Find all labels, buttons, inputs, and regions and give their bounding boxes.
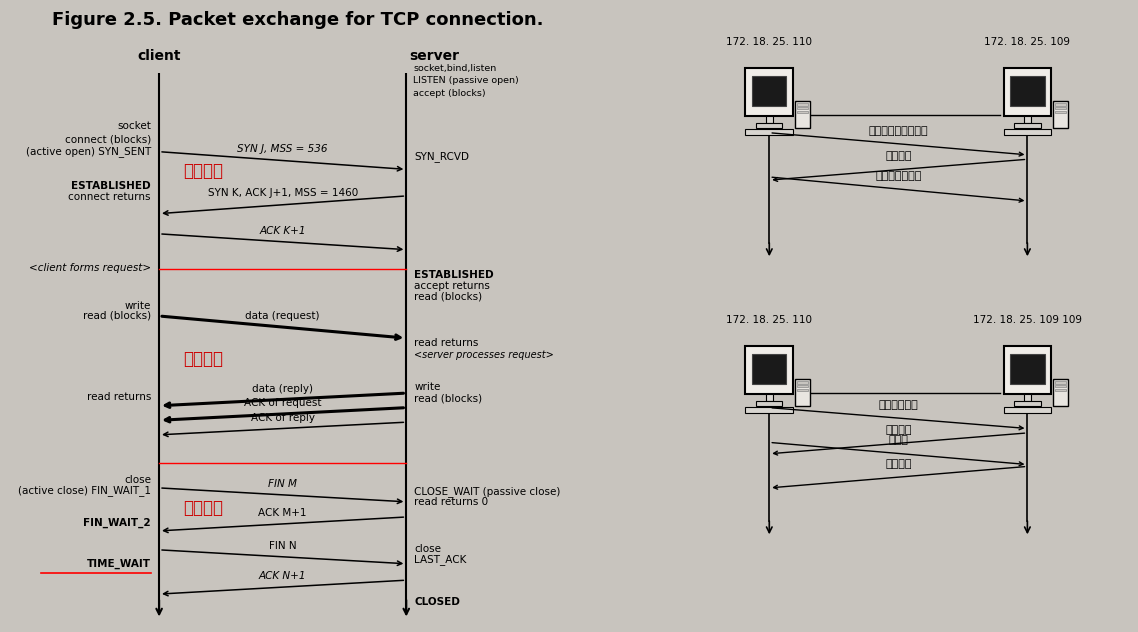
Bar — [1014, 401, 1040, 406]
Text: close: close — [414, 544, 442, 554]
Bar — [1004, 346, 1052, 394]
Text: connect returns: connect returns — [68, 192, 151, 202]
Text: accept returns: accept returns — [414, 281, 490, 291]
Bar — [1055, 385, 1066, 387]
Bar — [1004, 68, 1052, 116]
Text: 数据传送: 数据传送 — [183, 350, 223, 368]
Bar — [795, 101, 809, 128]
Bar — [745, 407, 793, 413]
Text: SYN J, MSS = 536: SYN J, MSS = 536 — [238, 144, 328, 154]
Text: FIN_WAIT_2: FIN_WAIT_2 — [83, 518, 151, 528]
Text: ACK K+1: ACK K+1 — [259, 226, 306, 236]
Text: client: client — [138, 49, 181, 63]
Text: ACK of request: ACK of request — [244, 398, 321, 408]
Bar — [1055, 111, 1066, 113]
Text: data (request): data (request) — [246, 312, 320, 321]
Text: read (blocks): read (blocks) — [414, 291, 483, 301]
Bar — [1055, 103, 1066, 106]
Bar — [1004, 129, 1052, 135]
Bar — [797, 111, 808, 113]
Bar — [795, 379, 809, 406]
Text: 172. 18. 25. 109 109: 172. 18. 25. 109 109 — [973, 315, 1082, 325]
Text: close: close — [124, 475, 151, 485]
Bar — [1024, 116, 1031, 123]
Text: <client forms request>: <client forms request> — [28, 263, 151, 273]
Text: FIN N: FIN N — [269, 541, 297, 551]
Text: (active open) SYN_SENT: (active open) SYN_SENT — [26, 146, 151, 157]
Text: 当然可以: 当然可以 — [885, 425, 912, 435]
Bar — [745, 129, 793, 135]
Text: SYN K, ACK J+1, MSS = 1460: SYN K, ACK J+1, MSS = 1460 — [207, 188, 357, 198]
Text: 172. 18. 25. 110: 172. 18. 25. 110 — [726, 37, 813, 47]
Text: 终止了: 终止了 — [889, 435, 908, 445]
Bar — [797, 389, 808, 391]
Text: server: server — [410, 49, 460, 63]
Bar — [1011, 355, 1045, 384]
Text: read returns 0: read returns 0 — [414, 497, 488, 507]
Text: read (blocks): read (blocks) — [414, 393, 483, 403]
Bar — [756, 123, 783, 128]
Bar — [745, 68, 793, 116]
Bar — [766, 116, 773, 123]
Text: Figure 2.5. Packet exchange for TCP connection.: Figure 2.5. Packet exchange for TCP conn… — [52, 11, 544, 29]
Bar — [1011, 76, 1045, 106]
Text: accept (blocks): accept (blocks) — [413, 89, 486, 98]
Text: (active close) FIN_WAIT_1: (active close) FIN_WAIT_1 — [18, 485, 151, 496]
Text: 我要结束连接: 我要结束连接 — [879, 400, 918, 410]
Bar — [752, 76, 786, 106]
Text: LISTEN (passive open): LISTEN (passive open) — [413, 76, 519, 85]
Text: CLOSED: CLOSED — [414, 597, 460, 607]
Bar — [1054, 379, 1067, 406]
Text: data (reply): data (reply) — [253, 384, 313, 394]
Text: socket: socket — [117, 121, 151, 131]
Text: TIME_WAIT: TIME_WAIT — [86, 559, 151, 569]
Text: ACK M+1: ACK M+1 — [258, 508, 307, 518]
Bar — [1024, 394, 1031, 401]
Text: socket,bind,listen: socket,bind,listen — [413, 64, 496, 73]
Text: 好，收到: 好，收到 — [885, 459, 912, 469]
Bar — [797, 381, 808, 384]
Bar — [1054, 101, 1067, 128]
Text: 那我就不客气了: 那我就不客气了 — [875, 171, 922, 181]
Text: CLOSE_WAIT (passive close): CLOSE_WAIT (passive close) — [414, 486, 561, 497]
Text: 172. 18. 25. 109: 172. 18. 25. 109 — [984, 37, 1071, 47]
Bar — [1004, 407, 1052, 413]
Bar — [1055, 107, 1066, 109]
Text: read returns: read returns — [414, 337, 479, 348]
Text: read returns: read returns — [86, 392, 151, 402]
Bar — [1055, 389, 1066, 391]
Bar — [745, 346, 793, 394]
Text: read (blocks): read (blocks) — [83, 311, 151, 321]
Text: write: write — [125, 301, 151, 311]
Bar — [1014, 123, 1040, 128]
Text: ACK of reply: ACK of reply — [250, 413, 315, 423]
Bar — [797, 107, 808, 109]
Text: 当然可以: 当然可以 — [885, 152, 912, 161]
Text: <server processes request>: <server processes request> — [414, 350, 554, 360]
Bar — [1055, 381, 1066, 384]
Text: ACK N+1: ACK N+1 — [259, 571, 306, 581]
Text: 四次挥手: 四次挥手 — [183, 499, 223, 517]
Text: ESTABLISHED: ESTABLISHED — [414, 270, 494, 280]
Text: LAST_ACK: LAST_ACK — [414, 554, 467, 565]
Text: 三次据手: 三次据手 — [183, 162, 223, 179]
Bar — [756, 401, 783, 406]
Bar — [797, 385, 808, 387]
Bar — [797, 103, 808, 106]
Text: ESTABLISHED: ESTABLISHED — [72, 181, 151, 191]
Text: FIN M: FIN M — [269, 479, 297, 489]
Text: connect (blocks): connect (blocks) — [65, 134, 151, 144]
Text: write: write — [414, 382, 440, 392]
Text: SYN_RCVD: SYN_RCVD — [414, 151, 469, 162]
Text: 我可以连接到你吗？: 我可以连接到你吗？ — [868, 126, 929, 136]
Bar — [752, 355, 786, 384]
Text: 172. 18. 25. 110: 172. 18. 25. 110 — [726, 315, 813, 325]
Bar — [766, 394, 773, 401]
